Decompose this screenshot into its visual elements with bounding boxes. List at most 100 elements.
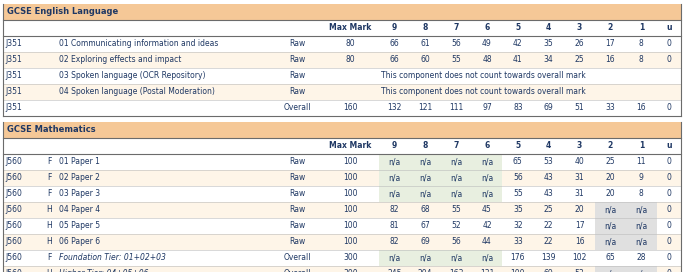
Text: 33: 33 xyxy=(605,104,616,113)
Bar xyxy=(595,218,626,234)
Text: 8: 8 xyxy=(639,190,644,199)
Bar xyxy=(410,186,440,202)
Text: 03 Paper 3: 03 Paper 3 xyxy=(59,190,100,199)
Text: 0: 0 xyxy=(666,270,671,272)
Text: 82: 82 xyxy=(390,206,399,215)
Text: 111: 111 xyxy=(449,104,463,113)
Text: 100: 100 xyxy=(343,174,358,183)
Text: n/a: n/a xyxy=(389,254,401,262)
Text: 53: 53 xyxy=(544,157,553,166)
Text: 51: 51 xyxy=(575,104,584,113)
Text: 26: 26 xyxy=(575,39,584,48)
Text: 300: 300 xyxy=(343,270,358,272)
Text: 11: 11 xyxy=(637,157,646,166)
Text: 0: 0 xyxy=(666,104,671,113)
Text: Raw: Raw xyxy=(289,88,306,97)
Bar xyxy=(3,20,681,36)
Text: 22: 22 xyxy=(544,237,553,246)
Text: 28: 28 xyxy=(637,254,646,262)
Bar xyxy=(595,202,626,218)
Text: 6: 6 xyxy=(484,141,490,150)
Text: Foundation Tier: 01+02+03: Foundation Tier: 01+02+03 xyxy=(59,254,166,262)
Bar xyxy=(3,234,681,250)
Text: n/a: n/a xyxy=(450,174,462,183)
Text: H: H xyxy=(47,221,52,230)
Bar xyxy=(3,4,681,20)
Text: 69: 69 xyxy=(544,104,553,113)
Text: 04 Paper 4: 04 Paper 4 xyxy=(59,206,100,215)
Text: 2: 2 xyxy=(608,141,613,150)
Text: 61: 61 xyxy=(421,39,430,48)
Text: Raw: Raw xyxy=(289,237,306,246)
Text: n/a: n/a xyxy=(481,157,493,166)
Text: 0: 0 xyxy=(666,55,671,64)
Text: 0: 0 xyxy=(666,254,671,262)
Text: 0: 0 xyxy=(666,221,671,230)
Text: n/a: n/a xyxy=(450,254,462,262)
Bar xyxy=(379,154,410,170)
Text: J560: J560 xyxy=(5,237,22,246)
Text: 55: 55 xyxy=(451,55,461,64)
Text: u: u xyxy=(666,23,672,32)
Bar xyxy=(440,250,471,266)
Text: 20: 20 xyxy=(575,206,584,215)
Text: 0: 0 xyxy=(666,190,671,199)
Bar xyxy=(595,234,626,250)
Text: 17: 17 xyxy=(605,39,615,48)
Text: n/a: n/a xyxy=(419,254,432,262)
Text: 16: 16 xyxy=(605,55,615,64)
Text: 8: 8 xyxy=(423,141,428,150)
Text: 0: 0 xyxy=(666,237,671,246)
Bar xyxy=(471,170,503,186)
Text: n/a: n/a xyxy=(635,206,648,215)
Text: 0: 0 xyxy=(666,174,671,183)
Text: n/a: n/a xyxy=(419,174,432,183)
Text: 60: 60 xyxy=(421,55,430,64)
Text: J351: J351 xyxy=(5,88,22,97)
Text: 34: 34 xyxy=(544,55,553,64)
Bar xyxy=(3,36,681,52)
Text: 80: 80 xyxy=(345,39,355,48)
Text: Raw: Raw xyxy=(289,174,306,183)
Text: 97: 97 xyxy=(482,104,492,113)
Bar xyxy=(440,154,471,170)
Text: 65: 65 xyxy=(605,254,616,262)
Bar xyxy=(626,202,657,218)
Text: H: H xyxy=(47,237,52,246)
Text: J351: J351 xyxy=(5,55,22,64)
Text: u: u xyxy=(666,141,672,150)
Text: Raw: Raw xyxy=(289,221,306,230)
Text: 82: 82 xyxy=(390,237,399,246)
Text: 0: 0 xyxy=(666,157,671,166)
Text: F: F xyxy=(47,174,51,183)
Text: 80: 80 xyxy=(345,55,355,64)
Text: n/a: n/a xyxy=(450,190,462,199)
Text: n/a: n/a xyxy=(605,206,616,215)
Text: n/a: n/a xyxy=(605,237,616,246)
Text: 102: 102 xyxy=(573,254,587,262)
Bar xyxy=(471,154,503,170)
Text: Overall: Overall xyxy=(284,270,311,272)
Text: Higher Tier: 04+05+06: Higher Tier: 04+05+06 xyxy=(59,270,148,272)
Text: n/a: n/a xyxy=(389,174,401,183)
Text: 100: 100 xyxy=(343,221,358,230)
Bar xyxy=(3,122,681,138)
Text: 69: 69 xyxy=(544,270,553,272)
Text: 131: 131 xyxy=(479,270,494,272)
Bar xyxy=(3,138,681,154)
Text: 163: 163 xyxy=(449,270,463,272)
Bar xyxy=(471,250,503,266)
Text: 01 Paper 1: 01 Paper 1 xyxy=(59,157,100,166)
Bar xyxy=(3,250,681,266)
Bar xyxy=(595,266,626,272)
Text: 68: 68 xyxy=(421,206,430,215)
Text: n/a: n/a xyxy=(635,237,648,246)
Text: Raw: Raw xyxy=(289,55,306,64)
Bar xyxy=(471,186,503,202)
Text: J560: J560 xyxy=(5,190,22,199)
Text: 49: 49 xyxy=(482,39,492,48)
Text: 56: 56 xyxy=(451,237,461,246)
Text: 20: 20 xyxy=(605,190,615,199)
Text: 16: 16 xyxy=(575,237,584,246)
Text: J351: J351 xyxy=(5,39,22,48)
